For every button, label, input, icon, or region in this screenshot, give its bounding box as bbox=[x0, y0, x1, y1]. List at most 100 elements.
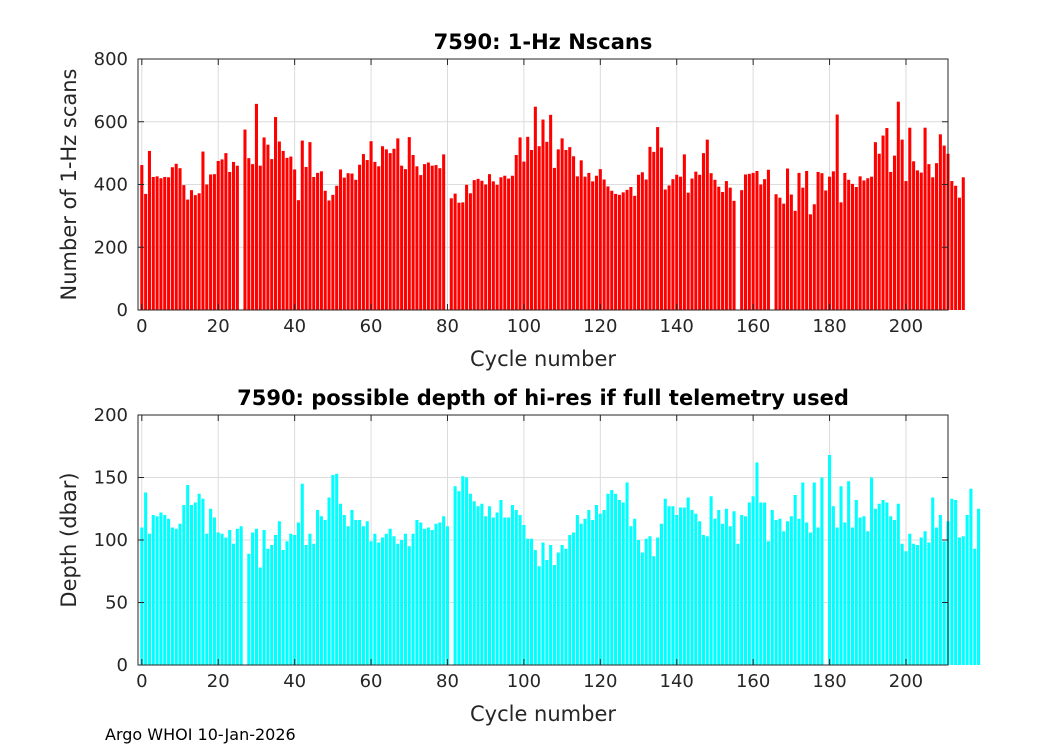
nscans-x-axis-label: Cycle number bbox=[470, 347, 616, 371]
nscans-chart-title: 7590: 1-Hz Nscans bbox=[434, 30, 653, 54]
nscans-bar bbox=[361, 154, 365, 310]
nscans-bar bbox=[896, 101, 900, 310]
nscans-x-tick-label: 40 bbox=[283, 316, 306, 337]
nscans-bar bbox=[831, 171, 835, 310]
depth-bar bbox=[423, 528, 427, 665]
depth-bar bbox=[144, 492, 148, 665]
depth-bar bbox=[189, 505, 194, 665]
depth-bar bbox=[598, 513, 602, 665]
depth-bar bbox=[426, 527, 430, 665]
depth-bar bbox=[335, 473, 339, 665]
nscans-bar bbox=[675, 174, 679, 310]
nscans-bar bbox=[449, 198, 453, 310]
depth-bar bbox=[216, 532, 220, 665]
depth-bar bbox=[805, 522, 809, 665]
nscans-bar bbox=[216, 160, 220, 310]
nscans-y-tick-label: 0 bbox=[117, 300, 128, 321]
nscans-bar bbox=[667, 185, 671, 310]
nscans-bar bbox=[915, 170, 919, 310]
nscans-bar bbox=[828, 176, 832, 310]
depth-bar bbox=[954, 500, 958, 665]
depth-bar bbox=[778, 518, 782, 665]
depth-bar bbox=[212, 517, 216, 665]
depth-bar bbox=[923, 531, 927, 665]
nscans-bar bbox=[816, 171, 820, 310]
depth-bar bbox=[289, 533, 293, 665]
nscans-bar bbox=[572, 156, 576, 310]
depth-x-tick-label: 0 bbox=[136, 671, 147, 692]
nscans-bar bbox=[961, 177, 965, 310]
depth-bar bbox=[205, 533, 209, 665]
depth-bar bbox=[461, 476, 465, 665]
depth-bar bbox=[514, 510, 518, 665]
nscans-bar bbox=[235, 165, 239, 310]
nscans-bar bbox=[759, 184, 763, 310]
depth-y-tick-label: 50 bbox=[105, 593, 128, 614]
nscans-bar bbox=[377, 166, 381, 310]
depth-y-tick-label: 0 bbox=[117, 655, 128, 676]
depth-bar bbox=[694, 513, 698, 665]
nscans-bar bbox=[808, 214, 812, 310]
nscans-bar bbox=[140, 165, 144, 310]
depth-bar bbox=[866, 531, 870, 665]
depth-bar bbox=[812, 482, 816, 665]
nscans-bar bbox=[197, 193, 201, 310]
nscans-bar bbox=[751, 172, 755, 310]
depth-bar bbox=[858, 517, 862, 665]
nscans-bar bbox=[491, 181, 495, 310]
nscans-bar bbox=[786, 168, 790, 310]
depth-bar bbox=[468, 493, 472, 665]
nscans-bar bbox=[728, 187, 732, 310]
depth-bar bbox=[801, 482, 805, 665]
nscans-bar bbox=[381, 146, 385, 310]
depth-bar bbox=[698, 521, 702, 665]
nscans-bar bbox=[507, 178, 511, 310]
depth-y-tick-label: 150 bbox=[94, 468, 128, 489]
nscans-bar bbox=[801, 187, 805, 310]
nscans-bar bbox=[950, 181, 954, 310]
depth-bar bbox=[239, 526, 243, 665]
depth-bar bbox=[465, 477, 469, 665]
depth-bar bbox=[564, 548, 568, 665]
nscans-bar bbox=[358, 164, 362, 310]
depth-bar bbox=[377, 542, 381, 665]
depth-bar bbox=[751, 496, 755, 665]
depth-bar bbox=[885, 502, 889, 665]
depth-bar bbox=[961, 536, 965, 665]
depth-bar bbox=[312, 543, 316, 665]
nscans-bar bbox=[690, 178, 694, 310]
nscans-bar bbox=[732, 200, 736, 310]
nscans-bar bbox=[633, 195, 637, 310]
nscans-bar bbox=[319, 171, 323, 310]
nscans-bar bbox=[900, 139, 904, 310]
depth-bar bbox=[209, 508, 213, 665]
depth-bar bbox=[266, 548, 270, 665]
depth-bar bbox=[388, 528, 392, 665]
nscans-bar bbox=[442, 154, 446, 310]
depth-bar bbox=[950, 498, 954, 665]
nscans-bar bbox=[499, 177, 503, 310]
nscans-bar bbox=[686, 192, 690, 310]
depth-bar bbox=[556, 552, 560, 665]
nscans-bar bbox=[774, 194, 778, 310]
depth-bar bbox=[709, 496, 713, 665]
nscans-bar bbox=[193, 195, 197, 310]
nscans-bar bbox=[797, 172, 801, 310]
depth-bar bbox=[935, 527, 939, 665]
depth-bar bbox=[629, 526, 633, 665]
nscans-bar bbox=[679, 176, 683, 310]
depth-bar bbox=[919, 537, 923, 665]
depth-bar bbox=[931, 497, 935, 665]
depth-bar bbox=[701, 535, 705, 665]
nscans-bar bbox=[289, 156, 293, 310]
depth-bar bbox=[254, 528, 258, 665]
nscans-bar bbox=[724, 181, 728, 310]
nscans-bar bbox=[694, 171, 698, 310]
nscans-chart: 0 20 40 60 80 100 120 140 160 180 200 0 200 400 600 800… bbox=[57, 30, 965, 371]
nscans-bar bbox=[587, 172, 591, 310]
depth-bar bbox=[503, 517, 507, 665]
depth-bar bbox=[740, 515, 744, 665]
depth-bar bbox=[445, 526, 450, 665]
nscans-bar bbox=[713, 179, 717, 310]
depth-y-axis-label: Depth (dbar) bbox=[57, 472, 81, 607]
